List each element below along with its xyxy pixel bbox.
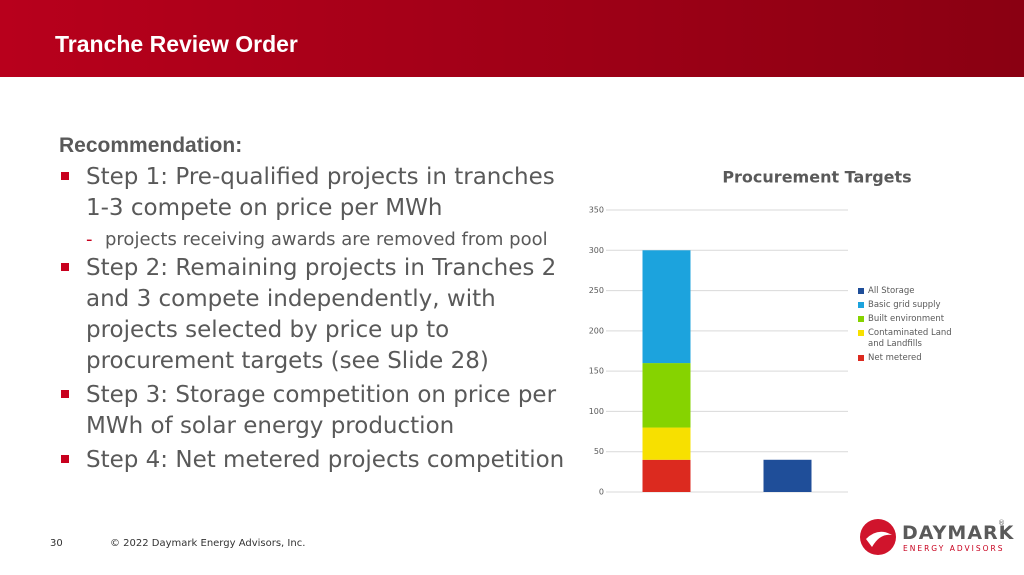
heading: Recommendation: bbox=[59, 134, 243, 157]
legend-entry: Contaminated Land and Landfills bbox=[858, 328, 970, 350]
legend-entry: Basic grid supply bbox=[858, 300, 970, 311]
logo-mark: ® bbox=[998, 519, 1005, 527]
y-tick-label: 50 bbox=[594, 447, 604, 456]
legend-label: Contaminated Land and Landfills bbox=[868, 328, 952, 349]
legend-label: Net metered bbox=[868, 353, 922, 363]
legend-swatch bbox=[858, 330, 864, 336]
bullet: Step 1: Pre-qualified projects in tranch… bbox=[59, 162, 579, 224]
body: Recommendation: Step 1: Pre-qualified pr… bbox=[59, 134, 579, 479]
legend: All Storage Basic grid supply Built enviro… bbox=[858, 286, 970, 367]
legend-swatch bbox=[858, 288, 864, 294]
chart-title: Procurement Targets bbox=[722, 168, 911, 187]
legend-swatch bbox=[858, 302, 864, 308]
logo: DAYMARK ® ENERGY ADVISORS bbox=[858, 517, 1013, 557]
logo-name: DAYMARK bbox=[902, 522, 1015, 544]
y-tick-label: 250 bbox=[589, 286, 604, 295]
legend-swatch bbox=[858, 355, 864, 361]
legend-entry: Net metered bbox=[858, 353, 970, 364]
legend-label: All Storage bbox=[868, 286, 915, 296]
logo-tagline: ENERGY ADVISORS bbox=[903, 544, 1005, 553]
legend-label: Basic grid supply bbox=[868, 300, 941, 310]
logo-icon bbox=[860, 519, 896, 555]
bullet: Step 3: Storage competition on price per… bbox=[59, 380, 579, 442]
y-tick-label: 200 bbox=[589, 326, 604, 335]
y-tick-label: 150 bbox=[589, 367, 604, 376]
legend-entry: Built environment bbox=[858, 314, 970, 325]
bar-segment bbox=[642, 459, 691, 492]
legend-label: Built environment bbox=[868, 314, 945, 324]
y-tick-label: 300 bbox=[589, 246, 604, 255]
legend-entry: All Storage bbox=[858, 286, 970, 297]
sub-bullet: projects receiving awards are removed fr… bbox=[59, 227, 579, 253]
slide-title: Tranche Review Order bbox=[55, 31, 298, 57]
bar-segment bbox=[642, 363, 691, 428]
y-tick-label: 0 bbox=[599, 488, 604, 497]
bar-segment bbox=[642, 250, 691, 364]
legend-swatch bbox=[858, 316, 864, 322]
y-tick-label: 350 bbox=[589, 206, 604, 215]
bullet: Step 4: Net metered projects competition bbox=[59, 445, 579, 476]
copyright: © 2022 Daymark Energy Advisors, Inc. bbox=[110, 538, 306, 549]
bar-segment bbox=[763, 459, 812, 492]
bullet: Step 2: Remaining projects in Tranches 2… bbox=[59, 253, 579, 377]
bar-segment bbox=[642, 427, 691, 460]
header-band bbox=[0, 0, 1024, 77]
y-tick-label: 100 bbox=[589, 407, 604, 416]
page-number: 30 bbox=[50, 538, 63, 549]
